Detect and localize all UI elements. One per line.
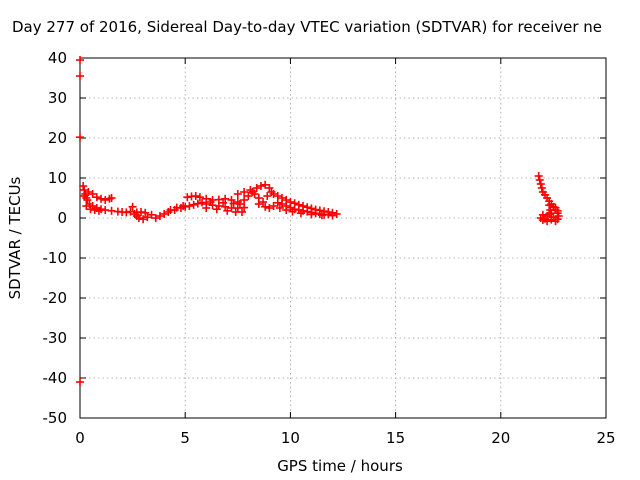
data-point <box>147 210 156 219</box>
x-tick-label: 0 <box>75 429 85 447</box>
data-point <box>536 180 545 188</box>
data-point <box>545 201 554 210</box>
y-tick-label: 40 <box>48 49 67 67</box>
data-point <box>101 196 110 204</box>
data-point <box>535 176 544 184</box>
data-point <box>537 184 546 192</box>
data-point <box>254 200 263 208</box>
data-point <box>139 215 148 224</box>
data-point <box>80 192 89 200</box>
grid-lines <box>80 58 606 418</box>
data-point <box>328 211 337 220</box>
data-point <box>191 192 200 200</box>
data-point <box>534 172 543 180</box>
data-point <box>261 180 270 189</box>
data-point <box>547 215 556 224</box>
plot-frame <box>79 57 607 419</box>
data-point <box>223 206 232 215</box>
data-point <box>553 206 562 215</box>
data-point <box>250 190 259 198</box>
x-axis-label: GPS time / hours <box>277 457 403 475</box>
data-point <box>160 210 169 218</box>
y-tick-label: 0 <box>57 209 67 227</box>
data-point <box>212 205 221 214</box>
y-tick-label: -40 <box>43 369 68 387</box>
data-point <box>76 133 84 142</box>
data-point <box>195 193 204 202</box>
data-point <box>332 210 341 218</box>
y-axis-label: SDTVAR / TECUs <box>6 176 24 299</box>
y-tick-label: -10 <box>43 249 68 267</box>
data-point <box>240 196 249 204</box>
x-tick-label: 20 <box>491 429 510 447</box>
data-point <box>543 217 552 226</box>
data-point <box>244 192 253 200</box>
data-point <box>189 200 198 209</box>
x-tick-label: 25 <box>596 429 615 447</box>
data-point <box>275 204 284 212</box>
data-point <box>94 206 103 215</box>
axis-ticks: 0 5 10 15 20 25 -50 -40 -30 -20 -10 0 10 20 30 40 <box>43 49 616 447</box>
data-point <box>282 206 291 214</box>
data-point <box>88 190 97 198</box>
data-point <box>269 190 278 198</box>
data-point <box>166 206 175 214</box>
data-point <box>261 202 270 211</box>
data-point <box>296 209 305 218</box>
data-point <box>317 211 326 220</box>
data-points <box>76 56 563 386</box>
data-point <box>79 182 88 190</box>
data-point <box>307 210 316 219</box>
chart-title: Day 277 of 2016, Sidereal Day-to-day VTE… <box>12 18 602 36</box>
data-point <box>134 214 143 222</box>
data-point <box>76 56 84 64</box>
y-tick-label: 10 <box>48 169 67 187</box>
data-point <box>198 198 207 207</box>
data-point <box>263 192 272 200</box>
data-point <box>206 198 215 206</box>
data-point <box>193 199 202 208</box>
data-point <box>288 207 297 216</box>
data-point <box>259 198 268 206</box>
data-point <box>155 212 164 220</box>
y-tick-label: -50 <box>43 409 68 427</box>
data-point <box>265 204 274 212</box>
data-point <box>269 202 278 210</box>
y-tick-label: -20 <box>43 289 68 307</box>
data-point <box>76 378 84 386</box>
data-point <box>82 202 91 210</box>
data-point <box>202 204 211 212</box>
data-point <box>235 200 244 208</box>
data-point <box>240 203 249 212</box>
data-point <box>172 203 181 212</box>
data-point <box>76 72 84 80</box>
data-point <box>151 214 160 222</box>
data-point <box>92 193 101 202</box>
x-tick-label: 15 <box>386 429 405 447</box>
data-point <box>238 208 247 216</box>
data-point <box>252 184 261 192</box>
data-point <box>219 198 228 207</box>
data-point <box>233 190 242 198</box>
data-point <box>273 198 282 207</box>
data-point <box>107 194 116 202</box>
data-point <box>141 208 150 217</box>
data-point <box>240 188 249 196</box>
data-point <box>97 194 106 203</box>
data-point <box>538 210 547 219</box>
data-point <box>246 186 255 194</box>
y-tick-label: -30 <box>43 329 68 347</box>
y-tick-label: 30 <box>48 89 67 107</box>
data-point <box>143 213 152 222</box>
x-tick-label: 5 <box>180 429 190 447</box>
data-point <box>179 202 188 210</box>
data-point <box>256 182 265 190</box>
x-tick-label: 10 <box>281 429 300 447</box>
y-tick-label: 20 <box>48 129 67 147</box>
data-point <box>84 188 93 196</box>
data-point <box>128 202 137 211</box>
data-point <box>273 192 282 200</box>
